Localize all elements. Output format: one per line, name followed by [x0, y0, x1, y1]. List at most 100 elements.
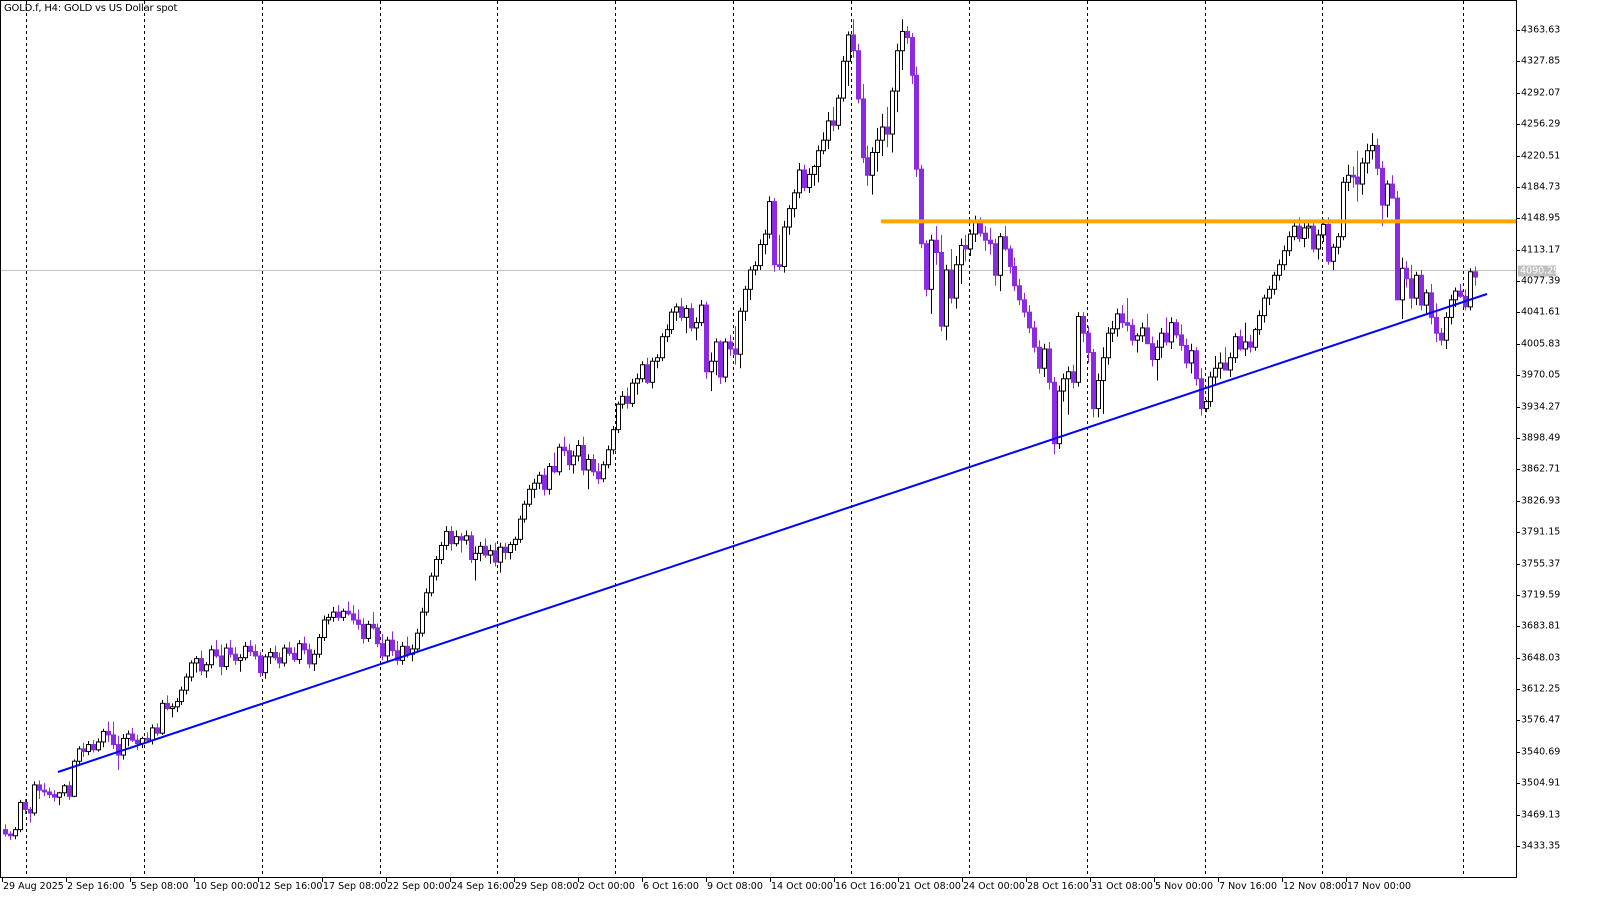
bull-candle	[1306, 220, 1311, 239]
bear-candle	[865, 145, 870, 186]
bear-candle	[861, 84, 866, 164]
bear-candle	[934, 226, 939, 265]
bear-candle	[37, 780, 42, 799]
bear-candle	[983, 226, 988, 251]
bull-candle	[1262, 294, 1267, 323]
bear-candle	[1458, 284, 1463, 299]
bull-candle	[478, 541, 483, 562]
bear-candle	[1027, 305, 1032, 334]
bull-candle	[665, 324, 670, 342]
bull-candle	[312, 649, 317, 671]
bull-candle	[121, 734, 126, 760]
bull-candle	[959, 238, 964, 285]
bear-candle	[42, 783, 47, 797]
time-tick	[66, 877, 67, 882]
bear-candle	[905, 26, 910, 44]
bear-candle	[625, 387, 630, 409]
bear-candle	[375, 623, 380, 648]
bear-candle	[91, 740, 96, 753]
bear-candle	[1037, 340, 1042, 374]
bear-candle	[1375, 138, 1380, 176]
price-label: 4113.17	[1521, 244, 1561, 256]
bear-candle	[1032, 320, 1037, 353]
bull-candle	[767, 196, 772, 239]
bull-candle	[86, 741, 91, 756]
bull-candle	[189, 660, 194, 682]
bull-candle	[473, 546, 478, 581]
bear-candle	[718, 340, 723, 385]
bear-candle	[831, 106, 836, 132]
price-tick	[1516, 595, 1520, 596]
bull-candle	[748, 266, 753, 300]
plot-frame	[0, 0, 1517, 878]
bull-candle	[841, 55, 846, 102]
bull-candle	[557, 443, 562, 476]
price-tick	[1516, 187, 1520, 188]
bull-candle	[1140, 322, 1145, 342]
bear-candle	[1355, 150, 1360, 202]
bear-candle	[1017, 278, 1022, 306]
bear-candle	[856, 43, 861, 104]
price-label: 4327.85	[1521, 55, 1561, 67]
price-tick	[1516, 344, 1520, 345]
bull-candle	[870, 147, 875, 195]
bear-candle	[52, 790, 57, 802]
price-label: 4184.73	[1521, 181, 1561, 193]
bull-candle	[317, 634, 322, 658]
bull-candle	[1444, 312, 1449, 349]
bear-candle	[395, 641, 400, 665]
bull-candle	[96, 738, 101, 752]
bull-candle	[792, 189, 797, 218]
bull-candle	[498, 542, 503, 573]
bear-candle	[993, 238, 998, 286]
bull-candle	[238, 654, 243, 672]
bear-candle	[390, 631, 395, 656]
bear-candle	[1439, 327, 1444, 346]
bull-candle	[1208, 371, 1213, 407]
bull-candle	[429, 572, 434, 597]
bull-candle	[1424, 289, 1429, 314]
ascending-trendline[interactable]	[57, 293, 1488, 773]
bull-candle	[1228, 352, 1233, 378]
bear-candle	[1164, 317, 1169, 346]
price-label: 3576.47	[1521, 714, 1561, 726]
price-label: 4256.29	[1521, 118, 1561, 130]
time-tick	[450, 877, 451, 882]
bull-candle	[263, 654, 268, 679]
bear-candle	[1238, 329, 1243, 351]
time-label: 14 Oct 00:00	[771, 881, 833, 892]
price-tick	[1516, 469, 1520, 470]
time-tick	[1218, 877, 1219, 882]
price-tick	[1516, 564, 1520, 565]
bull-candle	[1331, 243, 1336, 271]
bear-candle	[292, 647, 297, 663]
price-label: 3862.71	[1521, 463, 1561, 475]
bear-candle	[351, 605, 356, 625]
bull-candle	[547, 462, 552, 495]
bear-candle	[258, 651, 263, 678]
bull-candle	[1287, 231, 1292, 256]
price-label: 3683.81	[1521, 620, 1561, 632]
bear-candle	[1429, 284, 1434, 325]
time-tick	[706, 877, 707, 882]
price-label: 3898.49	[1521, 432, 1561, 444]
time-tick	[386, 877, 387, 882]
time-tick	[1154, 877, 1155, 882]
time-label: 6 Oct 16:00	[643, 881, 699, 892]
bear-candle	[1351, 166, 1356, 188]
time-label: 5 Sep 08:00	[131, 881, 189, 892]
bear-candle	[1081, 312, 1086, 342]
bull-candle	[763, 229, 768, 255]
bull-candle	[13, 827, 18, 840]
bull-candle	[1135, 333, 1140, 353]
time-tick	[194, 877, 195, 882]
bull-candle	[488, 544, 493, 564]
bull-candle	[895, 43, 900, 113]
bear-candle	[336, 605, 341, 621]
bear-candle	[233, 647, 238, 665]
bull-candle	[527, 484, 532, 507]
price-tick	[1516, 124, 1520, 125]
price-tick	[1516, 689, 1520, 690]
